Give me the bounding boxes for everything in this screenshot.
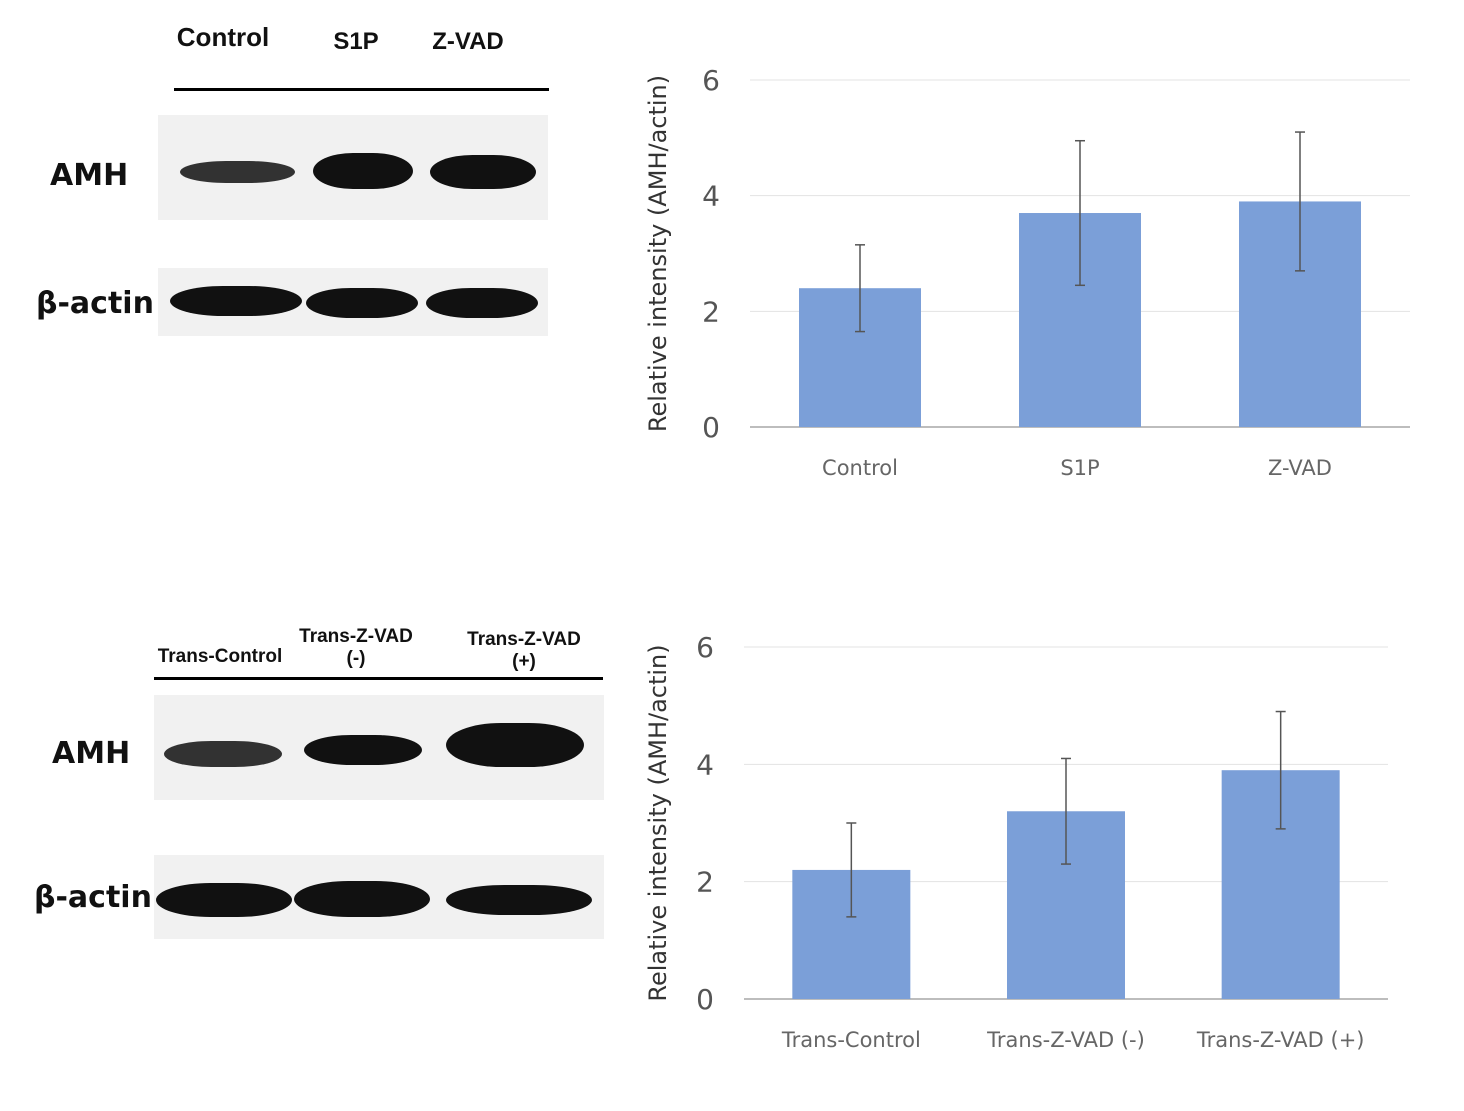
blot-band — [426, 288, 538, 318]
blot-band — [446, 885, 592, 915]
x-tick-label: S1P — [1060, 456, 1099, 480]
blot-band — [164, 741, 282, 767]
blot-band — [313, 153, 413, 189]
bottom-amh-strip — [154, 695, 604, 800]
bottom-actin-strip — [154, 855, 604, 939]
blot-band — [180, 161, 295, 183]
blot-band — [156, 883, 292, 917]
y-tick-label: 0 — [702, 411, 720, 444]
top-actin-strip — [158, 268, 548, 336]
top-blot-lane-label: Control — [176, 22, 270, 52]
bottom-blot-header-rule — [154, 677, 603, 680]
y-axis-label: Relative intensity (AMH/actin) — [644, 75, 672, 432]
bottom-blot-row-label: AMH — [52, 736, 131, 771]
blot-band — [294, 881, 430, 917]
blot-band — [170, 286, 302, 316]
bottom-bar-chart: 0 2 4 6 Relative intensity (AMH/actin) Trans-… — [644, 631, 1388, 1052]
y-axis-label: Relative intensity (AMH/actin) — [644, 644, 672, 1001]
top-blot-lane-label: S1P — [333, 28, 379, 55]
y-tick-label: 2 — [696, 866, 714, 899]
x-tick-label: Trans-Control — [781, 1028, 921, 1052]
x-tick-label: Trans-Z-VAD (-) — [986, 1028, 1145, 1052]
bottom-blot-lane-label: Trans-Control — [157, 646, 283, 667]
top-blot-row-label: AMH — [50, 158, 129, 193]
blot-band — [430, 155, 536, 189]
top-amh-strip — [158, 115, 548, 220]
bottom-blot-lane-label: Trans-Z-VAD (-) — [299, 626, 413, 669]
y-tick-label: 6 — [696, 631, 714, 664]
blot-band — [306, 288, 418, 318]
x-tick-label: Control — [822, 456, 898, 480]
bottom-blot-row-label: β-actin — [34, 880, 152, 915]
top-blot-row-label: β-actin — [36, 286, 154, 321]
bottom-blot-lane-label: Trans-Z-VAD (+) — [467, 629, 581, 672]
y-tick-label: 6 — [702, 64, 720, 97]
top-blot-lane-label: Z-VAD — [432, 28, 504, 55]
top-blot-header-rule — [174, 88, 549, 91]
blot-band — [304, 735, 422, 765]
blot-band — [446, 723, 584, 767]
y-tick-label: 0 — [696, 983, 714, 1016]
y-tick-label: 4 — [696, 748, 714, 781]
y-tick-label: 2 — [702, 295, 720, 328]
y-tick-label: 4 — [702, 180, 720, 213]
x-tick-label: Z-VAD — [1268, 456, 1332, 480]
top-bar-chart: 0 2 4 6 Relative intensity (AMH/actin) Contro… — [644, 64, 1410, 480]
x-tick-label: Trans-Z-VAD (+) — [1196, 1028, 1365, 1052]
